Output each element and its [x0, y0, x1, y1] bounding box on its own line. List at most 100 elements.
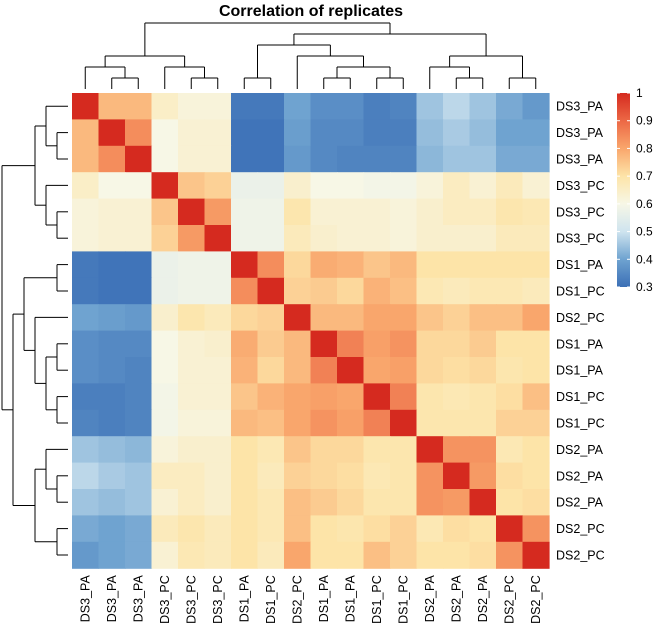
heatmap-cell — [204, 462, 232, 490]
heatmap-cell — [284, 409, 312, 437]
heatmap-cell — [72, 409, 100, 437]
heatmap-cell — [72, 436, 100, 464]
heatmap-cell — [98, 251, 126, 279]
heatmap-cell — [72, 330, 100, 358]
column-label: DS3_PC — [211, 575, 225, 624]
column-label: DS1_PC — [264, 575, 278, 624]
heatmap-cell — [496, 93, 524, 120]
heatmap-cell — [231, 436, 259, 464]
heatmap-cell — [363, 172, 391, 200]
row-label: DS3_PA — [556, 100, 604, 114]
row-label: DS1_PA — [556, 258, 604, 272]
heatmap-cell — [469, 277, 497, 305]
heatmap-cell — [204, 489, 232, 516]
heatmap-cell — [443, 251, 471, 279]
heatmap-cell — [363, 489, 391, 516]
column-label: DS1_PC — [370, 575, 384, 624]
heatmap-cell — [257, 277, 285, 305]
row-label: DS3_PA — [556, 153, 604, 167]
heatmap-cell — [257, 436, 285, 464]
heatmap-cell — [231, 383, 259, 411]
heatmap-cell — [496, 225, 524, 252]
heatmap-cell — [363, 541, 391, 569]
heatmap-cell — [443, 409, 471, 437]
heatmap-cell — [125, 304, 153, 332]
heatmap-cell — [284, 225, 312, 252]
column-label: DS3_PC — [158, 575, 172, 624]
heatmap-cell — [284, 515, 312, 543]
heatmap-cell — [496, 357, 524, 384]
heatmap-cell — [337, 462, 365, 490]
heatmap-cell — [178, 145, 206, 173]
heatmap-cell — [151, 145, 179, 173]
heatmap-cell — [390, 277, 418, 305]
heatmap-cell — [178, 251, 206, 279]
heatmap-cell — [98, 489, 126, 516]
column-label: DS1_PA — [344, 575, 358, 623]
heatmap-cell — [363, 462, 391, 490]
heatmap-cell — [98, 145, 126, 173]
heatmap-cell — [337, 541, 365, 569]
heatmap-cell — [98, 436, 126, 464]
row-label: DS2_PA — [556, 496, 604, 510]
heatmap-cell — [125, 93, 153, 120]
heatmap-cell — [522, 409, 550, 437]
row-label: DS1_PC — [556, 285, 605, 299]
heatmap-cell — [469, 515, 497, 543]
heatmap-cell — [363, 515, 391, 543]
heatmap-cell — [284, 383, 312, 411]
heatmap-cell — [390, 357, 418, 384]
heatmap-cell — [416, 383, 444, 411]
heatmap-cell — [98, 277, 126, 305]
heatmap-cell — [310, 145, 338, 173]
heatmap-cell — [72, 145, 100, 173]
heatmap-cell — [204, 541, 232, 569]
heatmap-cell — [125, 225, 153, 252]
heatmap-cell — [310, 119, 338, 147]
heatmap-cell — [496, 198, 524, 226]
heatmap-cell — [204, 436, 232, 464]
heatmap-cell — [416, 304, 444, 332]
heatmap-cell — [496, 462, 524, 490]
heatmap-cell — [231, 541, 259, 569]
heatmap-cell — [125, 330, 153, 358]
heatmap-cell — [125, 145, 153, 173]
heatmap-cell — [496, 251, 524, 279]
heatmap-cell — [204, 251, 232, 279]
heatmap-cell — [310, 462, 338, 490]
heatmap-cell — [310, 541, 338, 569]
heatmap-cell — [151, 93, 179, 120]
heatmap-cell — [151, 198, 179, 226]
heatmap-cell — [310, 409, 338, 437]
heatmap-cell — [416, 541, 444, 569]
heatmap-cell — [363, 277, 391, 305]
heatmap-cell — [390, 119, 418, 147]
heatmap-cell — [522, 304, 550, 332]
heatmap-cell — [363, 225, 391, 252]
heatmap-cell — [257, 409, 285, 437]
row-label: DS2_PC — [556, 549, 605, 563]
row-label: DS3_PC — [556, 179, 605, 193]
heatmap-cell — [151, 462, 179, 490]
heatmap-cell — [178, 436, 206, 464]
heatmap-cell — [363, 304, 391, 332]
heatmap-cell — [204, 198, 232, 226]
heatmap-cell — [469, 357, 497, 384]
heatmap-cell — [310, 225, 338, 252]
heatmap-cell — [284, 462, 312, 490]
heatmap-cell — [469, 93, 497, 120]
heatmap-cell — [151, 225, 179, 252]
row-label: DS1_PA — [556, 364, 604, 378]
heatmap-cell — [125, 489, 153, 516]
column-dendrogram — [84, 22, 537, 89]
heatmap-cell — [337, 145, 365, 173]
legend-tick-label: 0.6 — [636, 197, 653, 211]
heatmap-cell — [178, 357, 206, 384]
heatmap-cell — [125, 119, 153, 147]
heatmap-cell — [496, 541, 524, 569]
heatmap-cell — [469, 383, 497, 411]
heatmap-cell — [390, 541, 418, 569]
heatmap-cell — [337, 436, 365, 464]
heatmap-cell — [178, 119, 206, 147]
row-label: DS1_PC — [556, 390, 605, 404]
